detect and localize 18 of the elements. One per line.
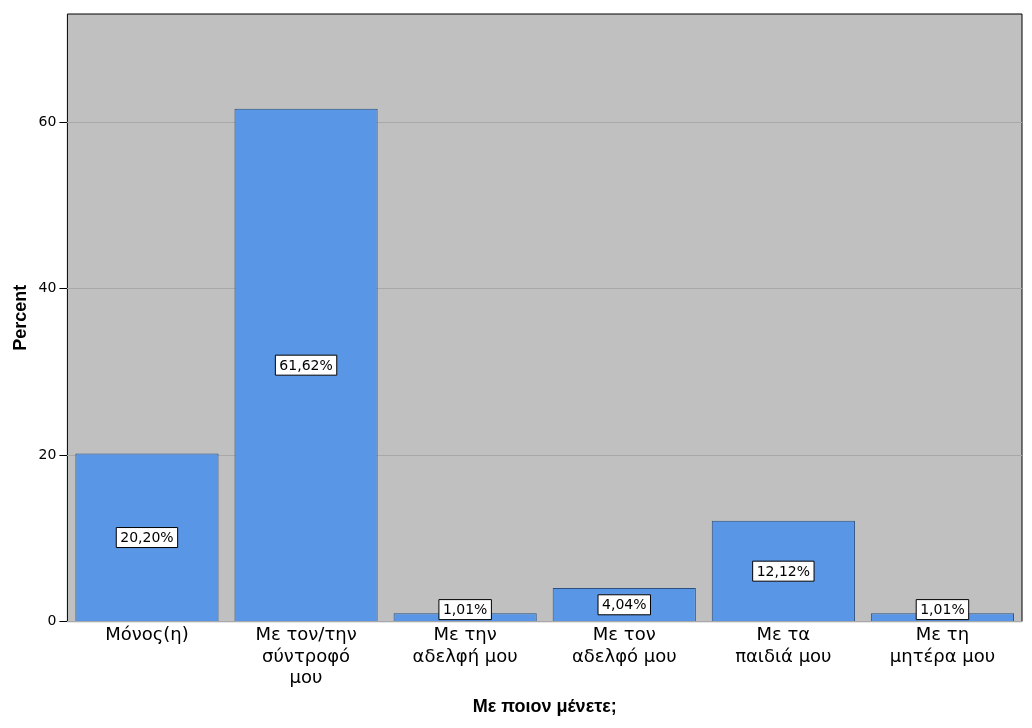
data-label: 20,20% — [120, 529, 174, 546]
data-label: 1,01% — [442, 601, 488, 618]
x-tick-label: Με την αδελφή μου — [412, 623, 518, 666]
x-tick-label: Με τον αδελφό μου — [571, 623, 677, 666]
data-label: 1,01% — [920, 601, 965, 618]
data-label: 12,12% — [756, 562, 811, 579]
x-tick-label: Με τον/την σύντροφό μου — [255, 623, 357, 688]
x-tick-label: Μόνος(η) — [105, 623, 189, 645]
x-tick-label: Με τα παιδιά μου — [735, 623, 832, 666]
y-tick-label: 0 — [47, 612, 57, 629]
data-label: 4,04% — [602, 596, 647, 613]
y-tick-label: 60 — [38, 112, 57, 129]
data-label: 61,62% — [279, 356, 333, 373]
x-axis-title: Με ποιον μένετε; — [472, 696, 617, 717]
y-tick-label: 20 — [38, 445, 57, 462]
y-tick-label: 40 — [38, 279, 57, 296]
x-tick-label: Με τη μητέρα μου — [889, 623, 996, 666]
y-axis-title: Percent — [9, 284, 30, 351]
